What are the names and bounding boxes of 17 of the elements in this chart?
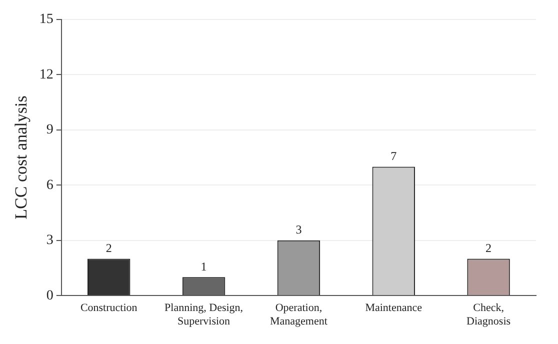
x-tick-label: Check, Diagnosis [466, 302, 511, 328]
data-label: 2 [106, 240, 112, 255]
y-tick-label: 6 [46, 178, 54, 193]
y-tick-label: 9 [46, 122, 54, 138]
y-axis-title: LCC cost analysis [12, 96, 31, 220]
x-tick-label: Operation, Management [270, 302, 328, 328]
x-tick-label: Planning, Design, Supervision [164, 302, 244, 328]
y-tick-label: 3 [46, 233, 54, 248]
data-label: 2 [486, 240, 492, 255]
x-tick-label: Construction [80, 302, 138, 314]
y-tick-label: 15 [39, 12, 54, 28]
data-label: 1 [200, 259, 207, 274]
data-label: 7 [390, 148, 397, 163]
y-tick-label: 12 [39, 67, 54, 82]
data-label: 3 [296, 222, 302, 237]
y-tick-label: 0 [46, 288, 54, 304]
x-tick-label: Maintenance [365, 302, 422, 314]
